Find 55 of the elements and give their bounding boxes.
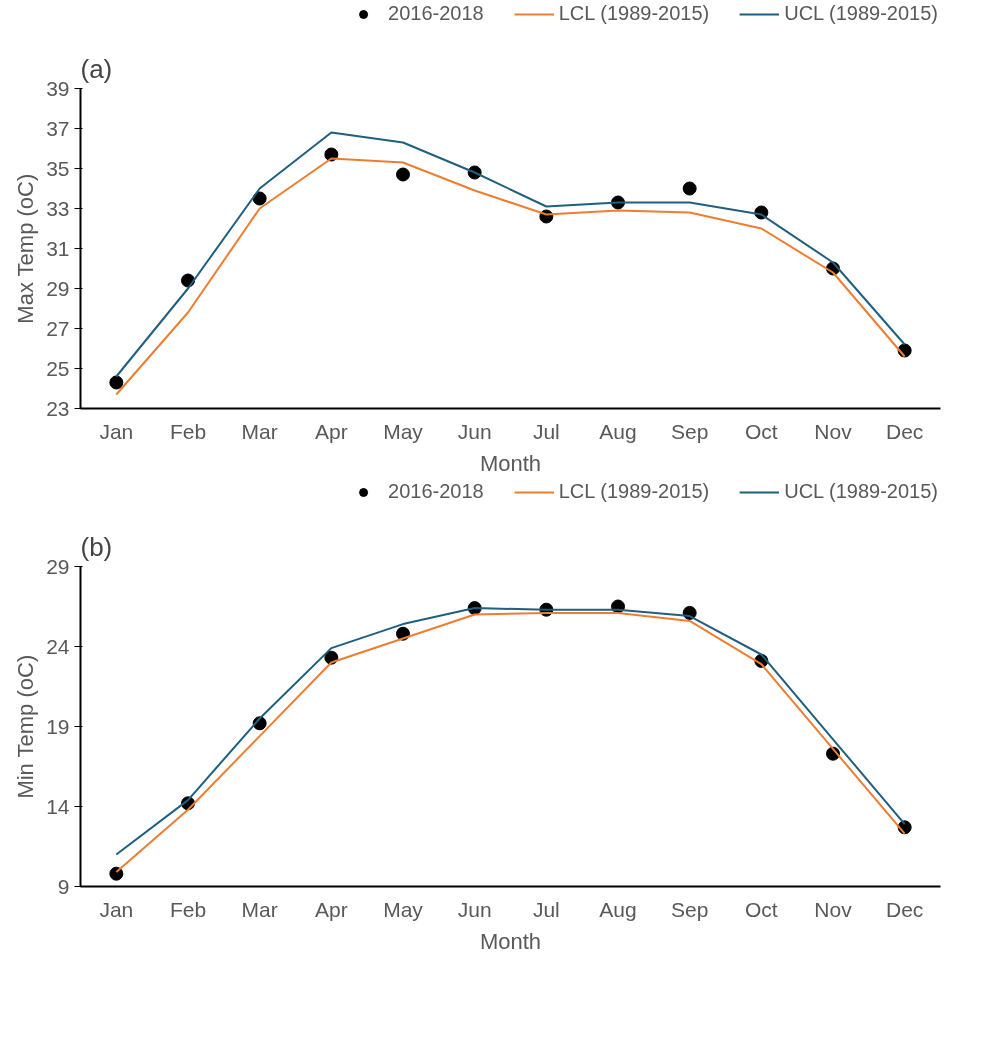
chart-title: (a) [80,53,113,84]
x-tick-label: May [383,897,424,921]
x-tick-label: Sep [670,419,709,443]
y-tick-label: 25 [46,356,70,380]
x-tick-label: Nov [814,419,853,443]
x-tick-label: Feb [169,419,207,443]
legend-label: 2016-2018 [388,480,484,503]
point [109,375,124,390]
x-tick-label: Jun [457,897,492,921]
y-tick-label: 29 [46,276,70,300]
x-tick-label: Apr [314,897,348,921]
legend-label: UCL (1989-2015) [784,480,938,503]
x-tick-label: Oct [745,419,778,443]
y-tick-label: 31 [46,236,70,260]
x-tick-label: Mar [241,897,278,921]
x-axis-title: Month [479,928,542,954]
y-tick-label: 23 [46,396,70,420]
legend-label: LCL (1989-2015) [558,2,710,25]
legend-label: LCL (1989-2015) [558,480,710,503]
x-tick-label: Aug [599,419,637,443]
x-tick-label: Jan [99,419,134,443]
x-tick-label: Dec [885,897,924,921]
y-axis-title: Max Temp (oC) [13,173,39,324]
point [109,866,124,881]
x-tick-label: Nov [814,897,853,921]
x-axis-title: Month [479,450,542,476]
y-tick-label: 19 [46,714,70,738]
point [396,167,410,182]
legend-label: UCL (1989-2015) [784,2,938,25]
y-axis-title: Min Temp (oC) [13,654,39,799]
x-tick-label: Jan [99,897,134,921]
point [682,181,697,196]
x-tick-label: Mar [241,419,278,443]
legend-label: 2016-2018 [388,2,484,25]
y-tick-label: 9 [57,874,70,898]
x-tick-label: Sep [670,897,709,921]
y-tick-label: 24 [46,634,70,658]
chart-title: (b) [80,531,113,562]
x-tick-label: Aug [599,897,637,921]
x-tick-label: Jul [532,897,560,921]
x-tick-label: Jun [457,419,492,443]
x-tick-label: Oct [745,897,778,921]
y-tick-label: 35 [46,156,70,180]
y-tick-label: 37 [46,116,70,140]
x-tick-label: Apr [314,419,348,443]
x-tick-label: Jul [532,419,560,443]
x-tick-label: Dec [885,419,924,443]
point [252,191,267,206]
y-tick-label: 29 [46,554,70,578]
y-tick-label: 27 [46,316,70,340]
x-tick-label: May [383,419,424,443]
y-tick-label: 39 [46,76,70,100]
x-tick-label: Feb [169,897,207,921]
y-tick-label: 14 [46,794,70,818]
y-tick-label: 33 [46,196,70,220]
